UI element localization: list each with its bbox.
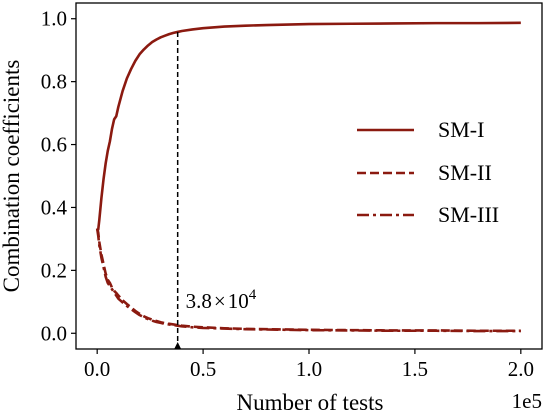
annotation-mantissa: 3.8 [186, 289, 212, 313]
y-axis-ticks: 0.0 0.2 0.4 0.6 0.8 1.0 [41, 7, 76, 345]
y-tick-label: 0.6 [41, 133, 67, 157]
annotation-exponent: 4 [249, 287, 257, 303]
x-axis-ticks: 0.0 0.5 1.0 1.5 2.0 [84, 349, 534, 381]
series-line-sm-i [96, 21, 521, 231]
legend-label-sm-ii: SM-II [438, 160, 492, 185]
y-tick-label: 0.4 [41, 195, 68, 219]
legend-label-sm-iii: SM-III [438, 202, 499, 227]
x-axis-offset-label: 1e5 [512, 389, 542, 413]
x-tick-label: 1.0 [296, 357, 322, 381]
x-tick-label: 1.5 [402, 357, 428, 381]
annotation-base: 10 [228, 289, 249, 313]
legend: SM-I SM-II SM-III [357, 117, 499, 227]
annotation-layer: 3.8×104 [174, 31, 257, 349]
y-tick-label: 1.0 [41, 7, 67, 31]
series-line-sm-ii [95, 228, 521, 333]
y-tick-label: 0.0 [41, 321, 67, 345]
legend-label-sm-i: SM-I [438, 117, 484, 142]
series-line-sm-iii [95, 228, 521, 333]
x-axis-title: Number of tests [237, 390, 384, 415]
y-tick-label: 0.2 [41, 258, 67, 282]
annotation-label: 3.8×104 [186, 287, 257, 313]
annotation-times: × [214, 289, 226, 313]
annotation-arrowhead [174, 342, 182, 349]
y-tick-label: 0.8 [41, 70, 67, 94]
y-axis-title: Combination coefficients [0, 60, 24, 293]
x-tick-label: 2.0 [508, 357, 534, 381]
x-tick-label: 0.5 [190, 357, 216, 381]
x-tick-label: 0.0 [84, 357, 110, 381]
series-layer [95, 21, 521, 333]
